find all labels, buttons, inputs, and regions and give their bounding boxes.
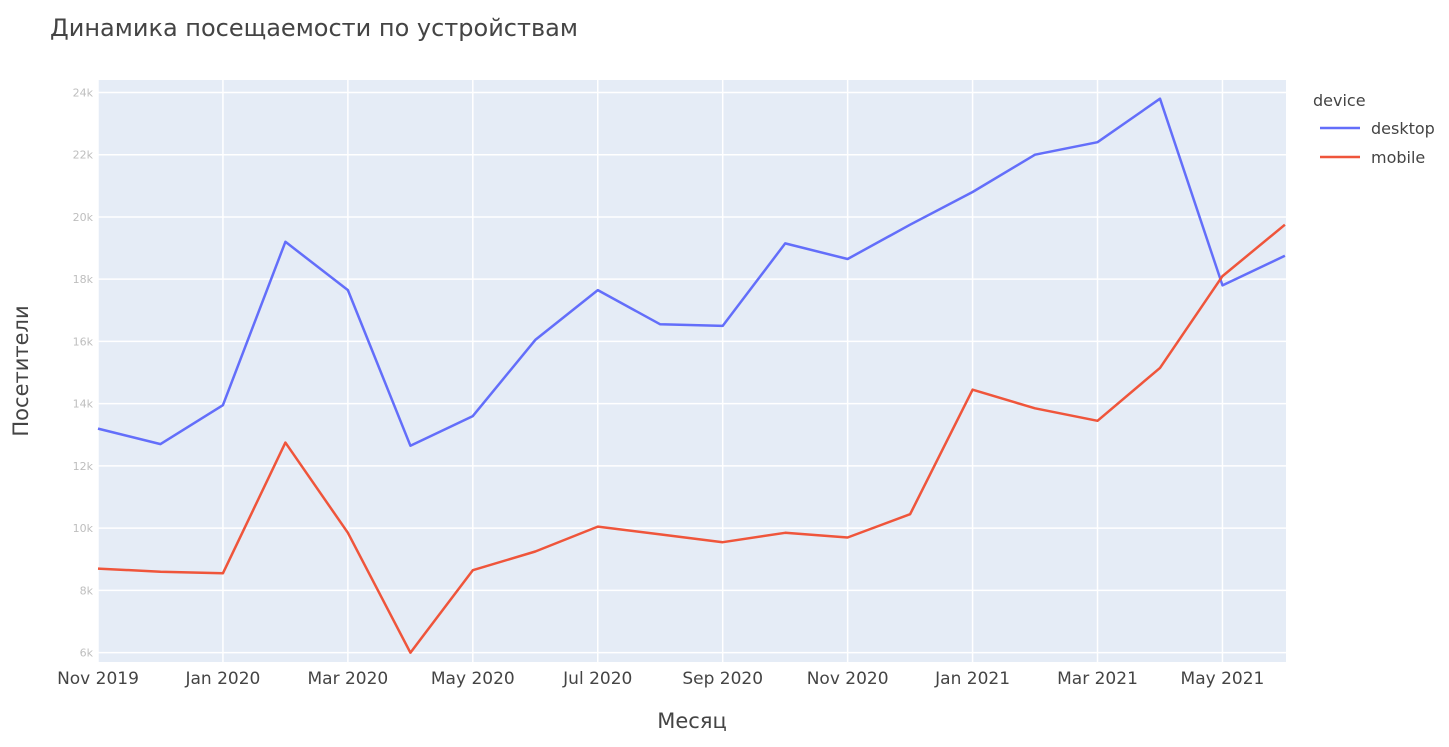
series-line-desktop [97, 97, 1286, 447]
plot-area [98, 80, 1286, 662]
x-tick-label: Jan 2021 [934, 669, 1010, 689]
y-axis-ticks: 6k 8k 10k 12k 14k 16k 18k 20k 22k 24k [73, 86, 94, 659]
legend: device desktop mobile [1313, 91, 1435, 167]
y-tick-label: 6k [80, 647, 94, 660]
legend-label-mobile: mobile [1371, 148, 1425, 167]
y-tick-label: 14k [73, 398, 94, 411]
y-tick-label: 24k [73, 86, 94, 99]
x-axis-title: Месяц [657, 709, 727, 733]
y-axis-title: Посетители [9, 305, 33, 436]
y-tick-label: 8k [80, 584, 94, 597]
y-tick-label: 10k [73, 522, 94, 535]
series-lines [97, 97, 1286, 654]
legend-title: device [1313, 91, 1366, 110]
x-tick-label: Jan 2020 [185, 669, 261, 689]
x-tick-label: Nov 2020 [807, 669, 889, 689]
x-tick-label: May 2021 [1181, 669, 1265, 689]
x-axis-ticks: Nov 2019 Jan 2020 Mar 2020 May 2020 Jul 2020… [57, 669, 1264, 689]
x-tick-label: Mar 2020 [308, 669, 389, 689]
series-line-mobile [97, 223, 1286, 654]
y-tick-label: 18k [73, 273, 94, 286]
y-tick-label: 22k [73, 149, 94, 162]
y-tick-label: 12k [73, 460, 94, 473]
x-tick-label: Sep 2020 [682, 669, 763, 689]
y-tick-label: 16k [73, 335, 94, 348]
x-tick-label: Nov 2019 [57, 669, 139, 689]
vertical-gridlines [97, 80, 1224, 662]
y-tick-label: 20k [73, 211, 94, 224]
x-tick-label: Mar 2021 [1057, 669, 1138, 689]
legend-label-desktop: desktop [1371, 119, 1435, 138]
horizontal-gridlines [98, 91, 1286, 654]
chart-title: Динамика посещаемости по устройствам [50, 14, 578, 42]
x-tick-label: Jul 2020 [562, 669, 632, 689]
x-tick-label: May 2020 [431, 669, 515, 689]
